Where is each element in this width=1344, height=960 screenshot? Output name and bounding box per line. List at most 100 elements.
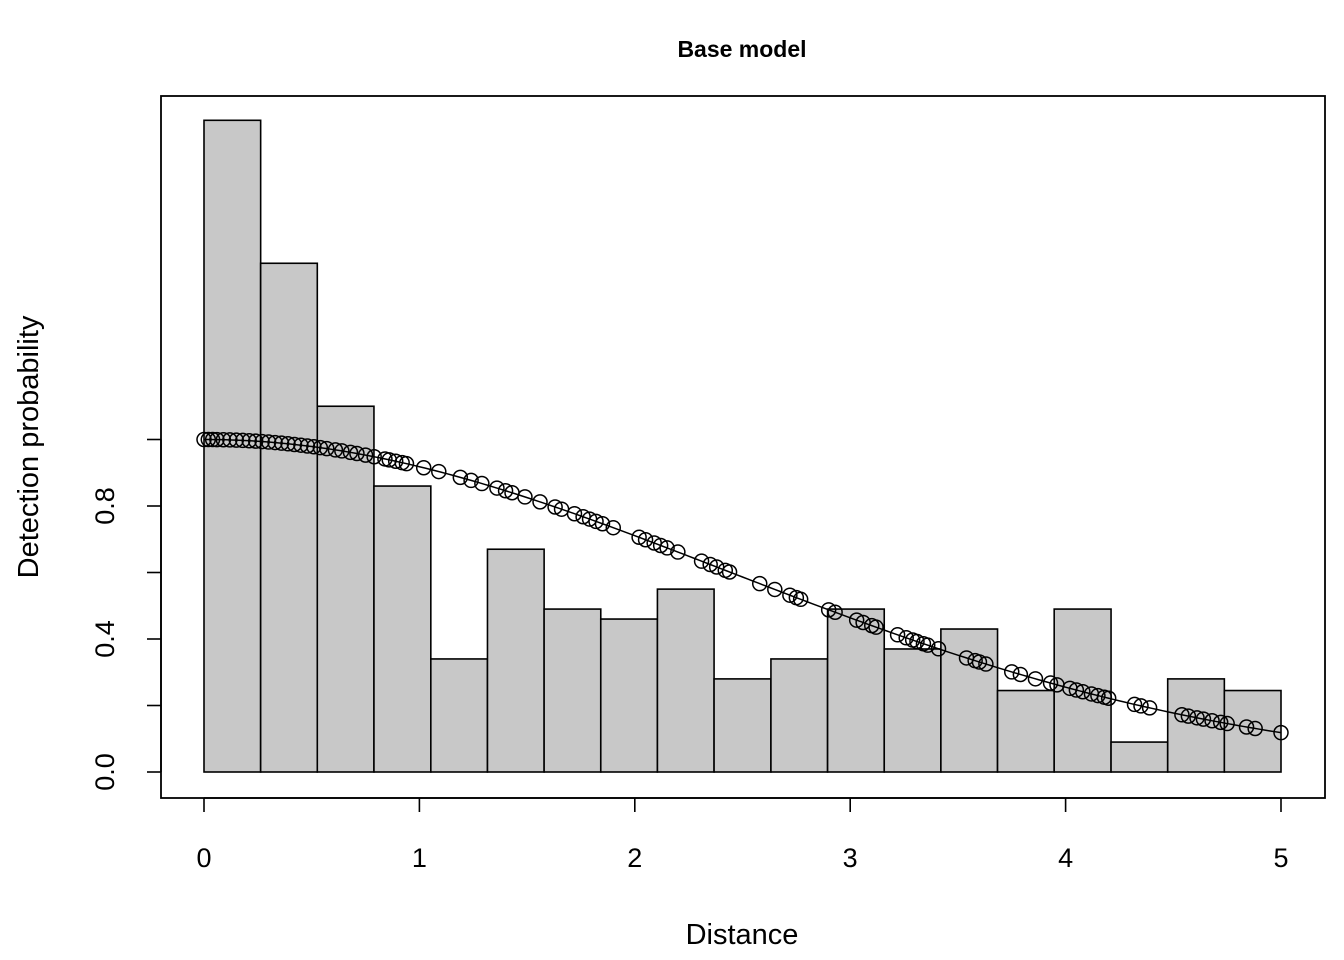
data-point <box>605 519 622 536</box>
chart-title: Base model <box>677 36 806 62</box>
data-point <box>286 436 303 453</box>
data-point <box>1012 666 1029 683</box>
data-point <box>1126 696 1143 713</box>
data-point <box>670 544 686 560</box>
data-point <box>1204 713 1220 729</box>
data-point <box>1219 715 1235 732</box>
data-point <box>1189 710 1205 726</box>
histogram-bar <box>996 689 1055 773</box>
data-point <box>1238 719 1255 735</box>
x-tick-label: 0 <box>196 843 211 873</box>
data-point <box>431 463 447 480</box>
y-tick-label: 0.8 <box>90 487 120 525</box>
data-point <box>204 431 221 448</box>
data-point <box>293 437 309 453</box>
data-point <box>1075 683 1091 700</box>
histogram-bar <box>826 608 886 773</box>
data-point <box>631 529 647 546</box>
data-point <box>792 591 809 608</box>
data-point <box>517 489 533 505</box>
data-point <box>868 619 884 635</box>
data-point <box>215 431 232 448</box>
data-point <box>235 432 251 449</box>
data-point <box>637 531 654 548</box>
data-point <box>708 559 725 575</box>
data-point <box>909 633 925 650</box>
fitted-points <box>196 431 1289 741</box>
data-point <box>254 433 270 450</box>
data-point <box>547 499 563 515</box>
x-tick-label: 2 <box>627 843 642 873</box>
data-point <box>260 434 277 450</box>
data-point <box>357 447 374 463</box>
histogram-bar <box>599 618 659 773</box>
data-point <box>1174 707 1190 723</box>
data-point <box>327 442 344 458</box>
x-tick-label: 1 <box>412 843 427 873</box>
data-point <box>342 444 359 461</box>
histogram-bars <box>203 119 1282 773</box>
data-point <box>1141 700 1158 716</box>
data-point <box>1068 682 1085 698</box>
data-point <box>306 439 322 455</box>
data-point <box>532 494 548 510</box>
data-point <box>594 515 611 532</box>
data-point <box>898 630 914 646</box>
data-point <box>312 439 329 456</box>
data-point <box>241 432 257 449</box>
y-tick-label: 0.4 <box>90 620 120 658</box>
data-point <box>751 575 768 592</box>
data-point <box>919 637 936 653</box>
y-axis: 0.0 0.4 0.8 <box>90 438 162 791</box>
histogram-bar <box>656 588 715 773</box>
data-point <box>299 438 316 454</box>
histogram-bar <box>259 262 319 773</box>
y-axis-label: Detection probability <box>13 315 45 578</box>
data-point <box>1212 714 1229 731</box>
data-point <box>280 436 296 452</box>
data-point <box>228 432 245 448</box>
x-tick-label: 4 <box>1058 843 1073 873</box>
data-point <box>1247 720 1263 737</box>
data-point <box>334 443 350 459</box>
histogram-bar <box>713 678 772 773</box>
histogram-bar <box>940 628 999 773</box>
data-point <box>652 537 669 554</box>
data-point <box>267 434 283 451</box>
data-point <box>566 505 583 522</box>
data-point <box>889 627 906 643</box>
data-point <box>200 431 217 448</box>
histogram-bar <box>770 658 829 773</box>
data-point <box>1042 675 1059 691</box>
data-point <box>1004 664 1020 680</box>
data-point <box>497 482 514 499</box>
data-point <box>273 435 290 451</box>
data-point <box>767 581 783 598</box>
x-tick-label: 3 <box>843 843 858 873</box>
histogram-bar <box>486 548 545 773</box>
data-point <box>820 602 837 618</box>
x-axis: 0 1 2 3 4 5 <box>196 797 1289 873</box>
histogram-bar <box>1110 741 1169 773</box>
histogram-bar <box>316 405 375 773</box>
data-point <box>930 641 947 657</box>
data-point <box>463 472 479 489</box>
data-point <box>474 475 490 492</box>
data-point <box>1133 698 1149 714</box>
x-axis-label: Distance <box>686 919 799 951</box>
data-point <box>366 449 382 465</box>
histogram-bar <box>373 485 432 773</box>
data-point <box>702 556 718 573</box>
y-tick-label: 0.0 <box>90 753 120 791</box>
x-tick-label: 5 <box>1273 843 1288 873</box>
data-point <box>1273 724 1289 741</box>
data-point <box>848 612 865 628</box>
data-point <box>1090 687 1106 704</box>
data-point <box>387 453 404 469</box>
data-point <box>209 431 225 448</box>
data-point <box>398 455 415 472</box>
data-point <box>247 433 264 449</box>
data-point <box>1100 690 1117 707</box>
